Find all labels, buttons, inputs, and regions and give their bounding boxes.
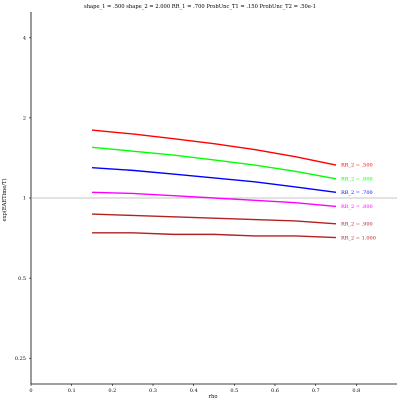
series-label: RR_2 = 1.000 [341, 235, 376, 241]
x-tick-label: 0.3 [149, 388, 157, 394]
x-axis-label: rho [209, 394, 218, 400]
series-line [91, 191, 337, 208]
y-tick-label: 4 [23, 35, 26, 41]
y-axis: 0.25 0.5 1 2 4 [15, 35, 31, 362]
y-tick-label: 0.25 [15, 356, 26, 362]
x-tick-label: 0.6 [271, 388, 279, 394]
chart-title: shape_1 = .500 shape_2 = 2.000 RR_1 = .7… [84, 4, 316, 10]
x-tick-label: 0.8 [352, 388, 360, 394]
series-line [91, 213, 337, 225]
x-tick-label: 0.4 [190, 388, 198, 394]
y-tick-label: 1 [23, 196, 26, 202]
x-tick-label: 0.1 [68, 388, 76, 394]
series-line [91, 129, 337, 166]
x-tick-label: 0.5 [230, 388, 238, 394]
y-tick-label: 0.5 [18, 276, 26, 282]
series-line [91, 146, 337, 180]
series-label: RR_2 = .500 [341, 163, 373, 169]
series-label: RR_2 = .800 [341, 204, 373, 210]
x-tick-label: 0.2 [108, 388, 116, 394]
series-group: RR_2 = .500 RR_2 = .600 RR_2 = .700 RR_2 = … [91, 129, 376, 241]
series-label: RR_2 = .600 [341, 177, 373, 183]
series-line [92, 232, 337, 239]
x-axis: 0 0.1 0.2 0.3 0.4 0.5 0.6 0.7 0.8 [29, 384, 360, 394]
y-axis-label: exp(EAETime/T) [1, 179, 8, 222]
series-label: RR_2 = .900 [341, 221, 373, 227]
x-tick-label: 0.7 [312, 388, 320, 394]
y-tick-label: 2 [23, 116, 26, 122]
series-label: RR_2 = .700 [341, 190, 373, 196]
x-tick-label: 0 [29, 388, 32, 394]
series-line [91, 166, 337, 194]
